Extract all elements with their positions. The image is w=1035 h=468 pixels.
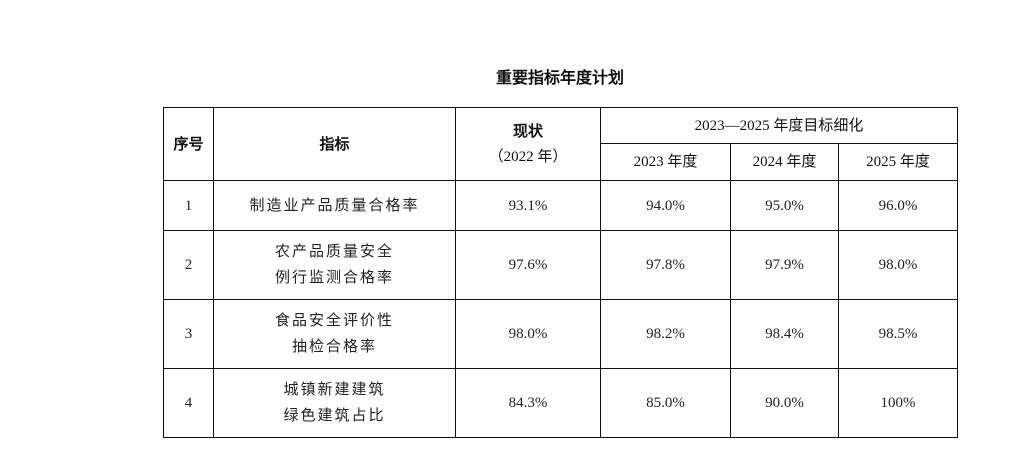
row-index: 3 <box>163 299 214 369</box>
header-status: 现状 （2022 年） <box>455 107 601 181</box>
indicator-line: 城镇新建建筑 <box>283 382 386 398</box>
indicator-line: 抽检合格率 <box>291 339 377 355</box>
header-target-group: 2023—2025 年度目标细化 <box>600 107 958 144</box>
indicator-line: 例行监测合格率 <box>274 270 394 286</box>
indicator-line: 绿色建筑占比 <box>283 408 386 424</box>
row-indicator: 城镇新建建筑 绿色建筑占比 <box>213 368 456 438</box>
indicator-line: 食品安全评价性 <box>274 313 394 329</box>
row-index: 2 <box>163 230 214 300</box>
header-2023: 2023 年度 <box>600 143 731 181</box>
indicator-plan-table: 序号 指标 现状 （2022 年） 2023—2025 年度目标细化 2023 … <box>163 107 958 438</box>
header-status-year: （2022 年） <box>488 149 568 165</box>
header-indicator: 指标 <box>213 107 456 181</box>
row-2023: 94.0% <box>600 180 731 231</box>
row-status: 98.0% <box>455 299 601 369</box>
row-2023: 85.0% <box>600 368 731 438</box>
row-2025: 100% <box>838 368 958 438</box>
header-2025: 2025 年度 <box>838 143 958 181</box>
row-2024: 95.0% <box>730 180 839 231</box>
row-status: 97.6% <box>455 230 601 300</box>
row-index: 1 <box>163 180 214 231</box>
row-2023: 97.8% <box>600 230 731 300</box>
row-2024: 90.0% <box>730 368 839 438</box>
row-indicator: 农产品质量安全 例行监测合格率 <box>213 230 456 300</box>
header-2024: 2024 年度 <box>730 143 839 181</box>
row-2025: 98.5% <box>838 299 958 369</box>
row-status: 84.3% <box>455 368 601 438</box>
table-row: 4 城镇新建建筑 绿色建筑占比 84.3% 85.0% 90.0% 100% <box>163 368 958 438</box>
row-indicator: 制造业产品质量合格率 <box>213 180 456 231</box>
indicator-line: 农产品质量安全 <box>274 244 394 260</box>
document-title: 重要指标年度计划 <box>495 68 624 87</box>
row-indicator: 食品安全评价性 抽检合格率 <box>213 299 456 369</box>
table-row: 3 食品安全评价性 抽检合格率 98.0% 98.2% 98.4% 98.5% <box>163 299 958 369</box>
header-index: 序号 <box>163 107 214 181</box>
row-2025: 98.0% <box>838 230 958 300</box>
row-index: 4 <box>163 368 214 438</box>
row-2024: 97.9% <box>730 230 839 300</box>
row-2024: 98.4% <box>730 299 839 369</box>
indicator-line: 制造业产品质量合格率 <box>249 197 420 214</box>
table-row: 2 农产品质量安全 例行监测合格率 97.6% 97.8% 97.9% 98.0% <box>163 230 958 300</box>
row-2023: 98.2% <box>600 299 731 369</box>
row-status: 93.1% <box>455 180 601 231</box>
row-2025: 96.0% <box>838 180 958 231</box>
header-status-label: 现状 <box>512 122 543 140</box>
table-row: 1 制造业产品质量合格率 93.1% 94.0% 95.0% 96.0% <box>163 180 958 231</box>
